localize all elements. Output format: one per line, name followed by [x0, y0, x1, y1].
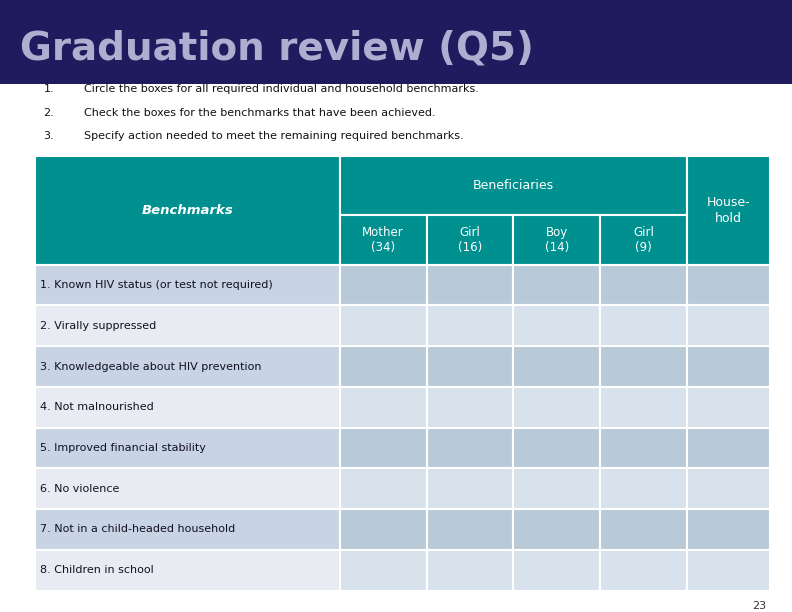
Bar — [427, 428, 513, 468]
Bar — [340, 550, 427, 591]
Text: 7. Not in a child-headed household: 7. Not in a child-headed household — [40, 524, 235, 534]
Text: 8. Children in school: 8. Children in school — [40, 565, 154, 575]
Bar — [513, 428, 600, 468]
Text: Girl
(9): Girl (9) — [633, 226, 654, 254]
Bar — [600, 387, 687, 428]
Bar — [687, 468, 770, 509]
Bar — [513, 468, 600, 509]
Bar — [35, 264, 340, 305]
Text: 5. Improved financial stability: 5. Improved financial stability — [40, 443, 205, 453]
Text: Check the boxes for the benchmarks that have been achieved.: Check the boxes for the benchmarks that … — [84, 108, 436, 118]
Bar — [687, 156, 770, 264]
Bar — [427, 215, 513, 264]
Bar — [513, 550, 600, 591]
Bar — [687, 550, 770, 591]
Bar — [600, 264, 687, 305]
Bar — [35, 156, 340, 264]
Bar — [427, 468, 513, 509]
Bar — [600, 550, 687, 591]
Bar — [687, 428, 770, 468]
Text: 1.: 1. — [44, 84, 54, 94]
Bar — [340, 156, 687, 215]
Bar — [600, 468, 687, 509]
Text: Girl
(16): Girl (16) — [458, 226, 482, 254]
Bar — [340, 509, 427, 550]
Bar — [600, 346, 687, 387]
Text: 2.: 2. — [44, 108, 55, 118]
Text: 23: 23 — [752, 600, 767, 611]
Bar — [340, 387, 427, 428]
Text: Beneficiaries: Beneficiaries — [473, 179, 554, 192]
Text: 4. Not malnourished: 4. Not malnourished — [40, 402, 154, 412]
Text: Circle the boxes for all required individual and household benchmarks.: Circle the boxes for all required indivi… — [84, 84, 478, 94]
Bar — [513, 215, 600, 264]
Text: 2. Virally suppressed: 2. Virally suppressed — [40, 321, 156, 331]
Text: 6. No violence: 6. No violence — [40, 483, 119, 494]
Text: House-
hold: House- hold — [706, 196, 750, 225]
Bar — [600, 305, 687, 346]
Text: Mother
(34): Mother (34) — [363, 226, 404, 254]
Bar — [687, 305, 770, 346]
Text: Graduation review (Q5): Graduation review (Q5) — [20, 30, 534, 68]
Bar — [600, 509, 687, 550]
Bar — [340, 215, 427, 264]
Bar — [427, 305, 513, 346]
Bar — [427, 387, 513, 428]
Bar — [600, 215, 687, 264]
Bar — [513, 264, 600, 305]
Bar — [427, 346, 513, 387]
Bar — [600, 428, 687, 468]
Text: Benchmarks: Benchmarks — [142, 204, 233, 217]
Bar — [340, 346, 427, 387]
Text: 3. Knowledgeable about HIV prevention: 3. Knowledgeable about HIV prevention — [40, 362, 261, 371]
Bar — [35, 346, 340, 387]
Bar — [427, 509, 513, 550]
Bar — [687, 509, 770, 550]
Bar — [35, 468, 340, 509]
Bar — [687, 264, 770, 305]
Bar — [340, 428, 427, 468]
Text: Boy
(14): Boy (14) — [545, 226, 569, 254]
Bar — [35, 428, 340, 468]
Text: Specify action needed to meet the remaining required benchmarks.: Specify action needed to meet the remain… — [84, 131, 463, 141]
Bar — [687, 387, 770, 428]
Bar — [513, 305, 600, 346]
Bar — [340, 468, 427, 509]
Bar — [35, 509, 340, 550]
Bar — [427, 550, 513, 591]
Bar — [35, 550, 340, 591]
Bar — [35, 387, 340, 428]
Bar — [340, 264, 427, 305]
Text: 3.: 3. — [44, 131, 54, 141]
Bar — [513, 509, 600, 550]
Text: 1. Known HIV status (or test not required): 1. Known HIV status (or test not require… — [40, 280, 272, 290]
Bar — [513, 346, 600, 387]
Bar — [687, 346, 770, 387]
Bar — [35, 305, 340, 346]
Bar — [513, 387, 600, 428]
Bar — [427, 264, 513, 305]
Bar — [340, 305, 427, 346]
